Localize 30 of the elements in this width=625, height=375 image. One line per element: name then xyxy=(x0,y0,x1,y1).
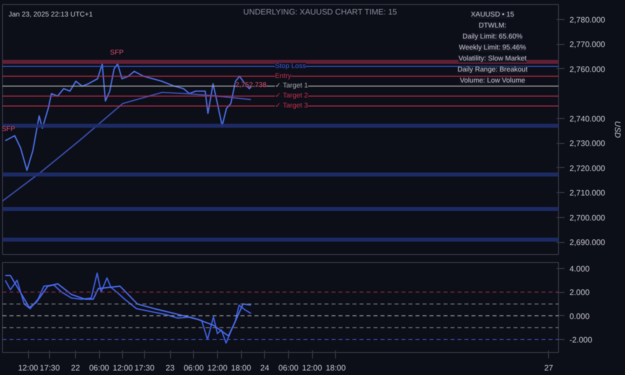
x-tick-label: 17:30 xyxy=(134,364,156,372)
y-tick-label: 2,730.000 xyxy=(570,139,606,148)
y-tick-label: -2.000 xyxy=(570,335,593,344)
y-tick-label: 2,770.000 xyxy=(570,40,606,50)
y-tick-label: 0.000 xyxy=(570,312,590,321)
y-axis-title: USD xyxy=(613,121,622,138)
x-tick-label: 24 xyxy=(260,364,270,372)
x-tick-label: 06:00 xyxy=(89,364,110,372)
y-tick-label: 2,690.000 xyxy=(570,238,606,248)
y-tick-label: 2,700.000 xyxy=(570,213,606,222)
x-tick-label: 12:00 xyxy=(207,364,228,372)
x-tick-label: 23 xyxy=(166,364,176,372)
x-tick-label: 12:00 xyxy=(18,364,39,372)
x-tick-label: 18:00 xyxy=(326,364,346,372)
y-tick-label: 2,710.000 xyxy=(570,188,606,198)
x-tick-label: 22 xyxy=(71,364,80,372)
x-tick-label: 27 xyxy=(544,364,554,372)
y-tick-label: 2,780.000 xyxy=(570,15,606,24)
y-tick-label: 2.000 xyxy=(570,288,590,298)
y-tick-label: 4.000 xyxy=(570,264,590,274)
x-tick-label: 06:00 xyxy=(184,364,204,372)
chart-title: UNDERLYING: XAUUSD CHART TIME: 15 xyxy=(243,8,398,16)
x-tick-label: 18:00 xyxy=(231,364,252,372)
y-tick-label: 2,720.000 xyxy=(570,164,606,173)
x-tick-label: 06:00 xyxy=(278,364,299,372)
x-tick-label: 12:00 xyxy=(112,364,134,372)
y-tick-label: 2,740.000 xyxy=(570,114,606,124)
x-tick-label: 12:00 xyxy=(302,364,323,372)
y-tick-label: 2,760.000 xyxy=(570,64,606,74)
x-tick-label: 17:30 xyxy=(40,364,60,372)
